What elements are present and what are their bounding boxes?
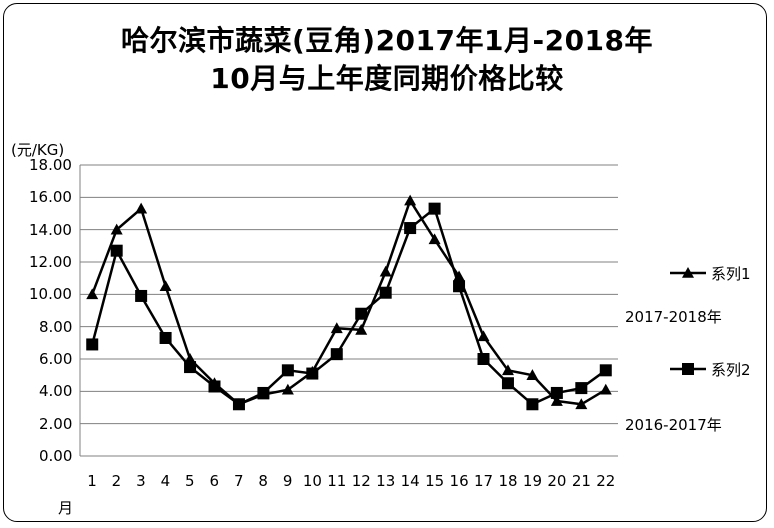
series-1-point	[404, 194, 417, 206]
series-1-point	[477, 330, 490, 342]
y-tick-label: 0.00	[39, 447, 73, 465]
series-1-point	[281, 383, 294, 395]
series-2-point	[379, 286, 392, 299]
y-tick-label: 4.00	[39, 382, 73, 401]
series-1-point	[330, 322, 343, 334]
series-2-point	[257, 386, 270, 399]
x-tick-label: 8	[258, 472, 268, 490]
title-line-2: 10月与上年度同期价格比较	[210, 62, 564, 95]
x-tick-label: 22	[596, 472, 616, 490]
series-1-point	[501, 364, 514, 376]
x-tick-label: 21	[571, 472, 591, 490]
y-tick-label: 8.00	[39, 317, 73, 336]
x-tick-label: 3	[136, 472, 146, 490]
series-2-point	[281, 364, 294, 377]
x-tick-label: 5	[185, 472, 195, 490]
x-tick-label: 16	[449, 472, 469, 490]
x-tick-label: 7	[233, 472, 244, 490]
x-tick-label: 14	[400, 472, 420, 490]
x-tick-label: 15	[425, 472, 445, 490]
series-1-point	[110, 223, 123, 235]
series-2-point	[477, 353, 490, 365]
series-2-point	[599, 364, 612, 377]
chart-title: 哈尔滨市蔬菜(豆角)2017年1月-2018年 10月与上年度同期价格比较	[0, 22, 774, 98]
series-2-point	[550, 386, 563, 399]
series-2-point	[306, 367, 319, 380]
series-2-point	[428, 202, 441, 215]
legend-desc-series-1: 2017-2018年	[625, 307, 722, 326]
series-2-point	[355, 307, 368, 320]
series-1-point	[550, 395, 563, 406]
x-tick-label: 1	[87, 472, 97, 490]
series-2-point	[232, 398, 245, 411]
x-tick-label: 4	[160, 472, 171, 490]
series-2-point	[135, 289, 148, 302]
x-tick-label: 6	[209, 472, 220, 490]
series-1-point	[575, 398, 588, 410]
series-1-point	[159, 280, 172, 292]
series-line-1	[91, 199, 607, 406]
x-tick-label: 11	[327, 472, 347, 490]
series-1-point	[428, 233, 441, 245]
series-2-point	[208, 380, 221, 393]
series-1-point	[379, 265, 392, 277]
series-1-point	[86, 288, 99, 300]
series-2-point	[330, 348, 343, 361]
title-line-1: 哈尔滨市蔬菜(豆角)2017年1月-2018年	[120, 24, 654, 57]
series-2-point	[526, 398, 539, 411]
legend-label-series-1: 系列1	[711, 264, 751, 283]
x-tick-label: 13	[376, 472, 396, 490]
series-2-point	[86, 338, 99, 351]
series-2-point	[575, 382, 588, 395]
legend-label-series-2: 系列2	[711, 360, 751, 379]
y-tick-label: 6.00	[39, 350, 73, 368]
legend-desc-series-2: 2016-2017年	[625, 415, 722, 434]
y-axis-unit: (元/KG)	[11, 141, 65, 159]
y-tick-label: 10.00	[29, 285, 72, 304]
series-2-point	[184, 361, 197, 374]
x-tick-label: 18	[498, 472, 518, 490]
y-tick-label: 16.00	[29, 188, 72, 207]
legend-marker-series-1	[682, 267, 694, 278]
legend-marker-series-2	[682, 363, 694, 375]
y-tick-label: 14.00	[29, 220, 72, 239]
x-tick-label: 19	[522, 472, 542, 490]
x-tick-label: 10	[302, 472, 322, 490]
series-line-2	[91, 207, 607, 406]
series-2-point	[501, 377, 514, 390]
series-2-point	[110, 244, 123, 257]
x-tick-label: 9	[282, 472, 293, 490]
series-2-point	[159, 331, 172, 344]
x-tick-label: 20	[547, 472, 567, 490]
y-tick-label: 2.00	[39, 414, 73, 433]
series-1-point	[135, 202, 148, 214]
y-tick-label: 12.00	[29, 253, 72, 271]
x-axis-unit: 月	[58, 499, 74, 517]
series-2-point	[404, 222, 417, 235]
y-tick-label: 18.00	[29, 156, 72, 174]
series-1-point	[355, 323, 368, 335]
series-1-point	[526, 369, 539, 380]
series-1-point	[599, 383, 612, 395]
x-tick-label: 17	[474, 472, 494, 490]
x-tick-label: 12	[351, 472, 371, 490]
x-tick-label: 2	[111, 472, 122, 490]
series-2-point	[453, 280, 466, 293]
chart-frame	[3, 3, 767, 522]
